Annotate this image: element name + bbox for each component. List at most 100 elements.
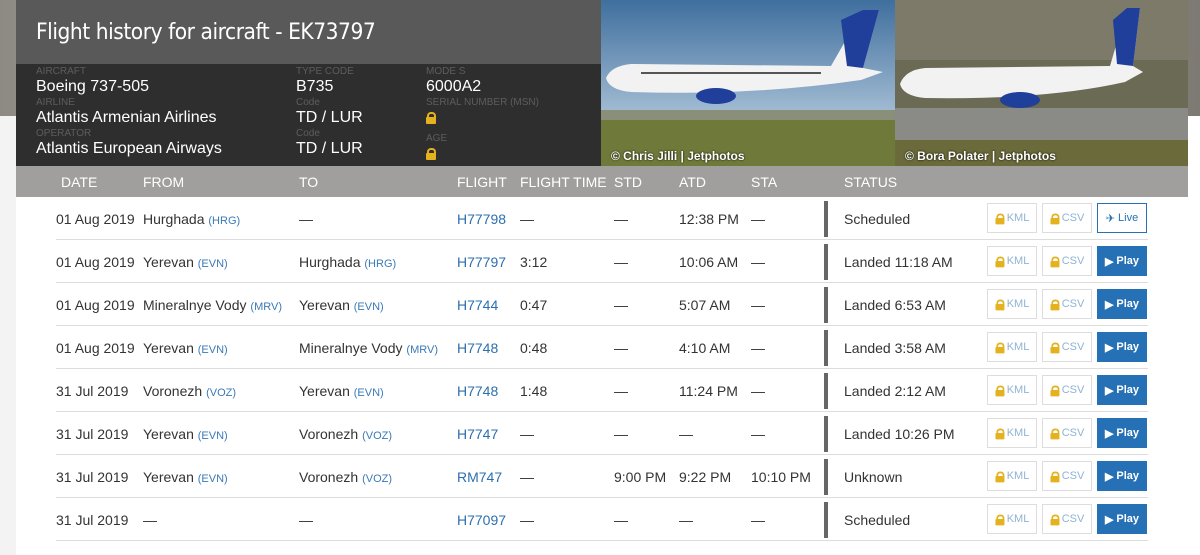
flight-link[interactable]: H7744 bbox=[457, 297, 499, 313]
from-city[interactable]: Yerevan bbox=[143, 426, 194, 442]
csv-button[interactable]: CSV bbox=[1042, 289, 1092, 319]
flight-link[interactable]: H77797 bbox=[457, 254, 507, 270]
csv-button[interactable]: CSV bbox=[1042, 418, 1092, 448]
lock-icon[interactable] bbox=[426, 112, 436, 124]
from-code[interactable]: (HRG) bbox=[208, 215, 241, 227]
kml-button[interactable]: KML bbox=[987, 203, 1037, 233]
csv-button[interactable]: CSV bbox=[1042, 461, 1092, 491]
flight-link[interactable]: H7748 bbox=[457, 340, 499, 356]
to-city[interactable]: Yerevan bbox=[299, 297, 350, 313]
lock-icon[interactable] bbox=[426, 148, 436, 160]
csv-button[interactable]: CSV bbox=[1042, 203, 1092, 233]
play-icon: ▶ bbox=[1104, 470, 1114, 483]
to-airport[interactable]: Hurghada (HRG) bbox=[299, 254, 396, 270]
kml-label: KML bbox=[1006, 384, 1030, 396]
col-atd: ATD bbox=[679, 174, 706, 190]
play-button[interactable]: ▶ Play bbox=[1097, 461, 1147, 491]
lock-icon bbox=[1050, 213, 1060, 224]
from-airport[interactable]: Yerevan (EVN) bbox=[143, 254, 228, 270]
status: Landed 6:53 AM bbox=[844, 297, 946, 313]
to-city[interactable]: Hurghada bbox=[299, 254, 361, 270]
csv-button[interactable]: CSV bbox=[1042, 504, 1092, 534]
to-airport[interactable]: — bbox=[299, 512, 313, 528]
from-city[interactable]: Yerevan bbox=[143, 469, 194, 485]
from-code[interactable]: (VOZ) bbox=[206, 387, 237, 399]
from-code[interactable]: (MRV) bbox=[250, 301, 282, 313]
kml-button[interactable]: KML bbox=[987, 332, 1037, 362]
from-airport[interactable]: Yerevan (EVN) bbox=[143, 426, 228, 442]
from-city[interactable]: Hurghada bbox=[143, 211, 205, 227]
to-airport[interactable]: Yerevan (EVN) bbox=[299, 383, 384, 399]
sta: — bbox=[751, 340, 765, 356]
to-airport[interactable]: Voronezh (VOZ) bbox=[299, 426, 392, 442]
from-code[interactable]: (EVN) bbox=[197, 344, 228, 356]
to-city[interactable]: — bbox=[299, 512, 313, 528]
to-code[interactable]: (VOZ) bbox=[362, 430, 393, 442]
to-code[interactable]: (VOZ) bbox=[362, 473, 393, 485]
to-city[interactable]: Voronezh bbox=[299, 426, 359, 442]
col-from: FROM bbox=[143, 174, 185, 190]
play-button[interactable]: ▶ Play bbox=[1097, 332, 1147, 362]
play-button[interactable]: ▶ Play bbox=[1097, 504, 1147, 534]
play-button[interactable]: ▶ Play bbox=[1097, 246, 1147, 276]
flight-link[interactable]: H7747 bbox=[457, 426, 499, 442]
type-code-label: TYPE CODE bbox=[296, 66, 354, 77]
from-code[interactable]: (EVN) bbox=[197, 258, 228, 270]
status: Scheduled bbox=[844, 211, 911, 227]
from-code[interactable]: (EVN) bbox=[197, 473, 228, 485]
csv-button[interactable]: CSV bbox=[1042, 246, 1092, 276]
csv-button[interactable]: CSV bbox=[1042, 332, 1092, 362]
from-city[interactable]: Voronezh bbox=[143, 383, 203, 399]
from-airport[interactable]: Yerevan (EVN) bbox=[143, 340, 228, 356]
to-city[interactable]: — bbox=[299, 211, 313, 227]
from-airport[interactable]: Mineralnye Vody (MRV) bbox=[143, 297, 282, 313]
play-button[interactable]: ▶ Play bbox=[1097, 418, 1147, 448]
col-sta: STA bbox=[751, 174, 778, 190]
kml-button[interactable]: KML bbox=[987, 289, 1037, 319]
aircraft-photo-2[interactable]: © Bora Polater | Jetphotos bbox=[895, 0, 1188, 166]
from-city[interactable]: Mineralnye Vody bbox=[143, 297, 247, 313]
to-city[interactable]: Yerevan bbox=[299, 383, 350, 399]
kml-button[interactable]: KML bbox=[987, 375, 1037, 405]
to-airport[interactable]: Mineralnye Vody (MRV) bbox=[299, 340, 438, 356]
flight-time: — bbox=[520, 469, 534, 485]
to-code[interactable]: (EVN) bbox=[353, 387, 384, 399]
operator-value: Atlantis European Airways bbox=[36, 140, 222, 157]
play-label: Play bbox=[1116, 298, 1140, 310]
from-code[interactable]: (EVN) bbox=[197, 430, 228, 442]
type-code-value: B735 bbox=[296, 78, 334, 95]
to-code[interactable]: (MRV) bbox=[406, 344, 438, 356]
play-button[interactable]: ▶ Play bbox=[1097, 289, 1147, 319]
to-code[interactable]: (EVN) bbox=[353, 301, 384, 313]
from-city[interactable]: — bbox=[143, 512, 157, 528]
atd: 5:07 AM bbox=[679, 297, 731, 313]
table-row: 01 Aug 2019 Hurghada (HRG) — H77798 — — … bbox=[56, 197, 1148, 240]
kml-button[interactable]: KML bbox=[987, 246, 1037, 276]
play-button[interactable]: ▶ Play bbox=[1097, 375, 1147, 405]
flight-link[interactable]: RM747 bbox=[457, 469, 503, 485]
live-button[interactable]: ✈ Live bbox=[1097, 203, 1147, 233]
to-airport[interactable]: Yerevan (EVN) bbox=[299, 297, 384, 313]
from-city[interactable]: Yerevan bbox=[143, 254, 194, 270]
from-airport[interactable]: — bbox=[143, 512, 157, 528]
atd: 4:10 AM bbox=[679, 340, 731, 356]
from-airport[interactable]: Hurghada (HRG) bbox=[143, 211, 240, 227]
to-airport[interactable]: — bbox=[299, 211, 313, 227]
from-airport[interactable]: Yerevan (EVN) bbox=[143, 469, 228, 485]
kml-button[interactable]: KML bbox=[987, 461, 1037, 491]
to-airport[interactable]: Voronezh (VOZ) bbox=[299, 469, 392, 485]
to-city[interactable]: Voronezh bbox=[299, 469, 359, 485]
from-airport[interactable]: Voronezh (VOZ) bbox=[143, 383, 236, 399]
flight-link[interactable]: H7748 bbox=[457, 383, 499, 399]
flight-link[interactable]: H77097 bbox=[457, 512, 507, 528]
status-indicator bbox=[824, 244, 828, 280]
from-city[interactable]: Yerevan bbox=[143, 340, 194, 356]
to-code[interactable]: (HRG) bbox=[364, 258, 397, 270]
csv-button[interactable]: CSV bbox=[1042, 375, 1092, 405]
kml-button[interactable]: KML bbox=[987, 418, 1037, 448]
kml-button[interactable]: KML bbox=[987, 504, 1037, 534]
flight-link[interactable]: H77798 bbox=[457, 211, 507, 227]
aircraft-photo-1[interactable]: © Chris Jilli | Jetphotos bbox=[601, 0, 895, 166]
to-city[interactable]: Mineralnye Vody bbox=[299, 340, 403, 356]
aircraft-details: AIRCRAFT Boeing 737-505 AIRLINE Atlantis… bbox=[16, 64, 601, 166]
